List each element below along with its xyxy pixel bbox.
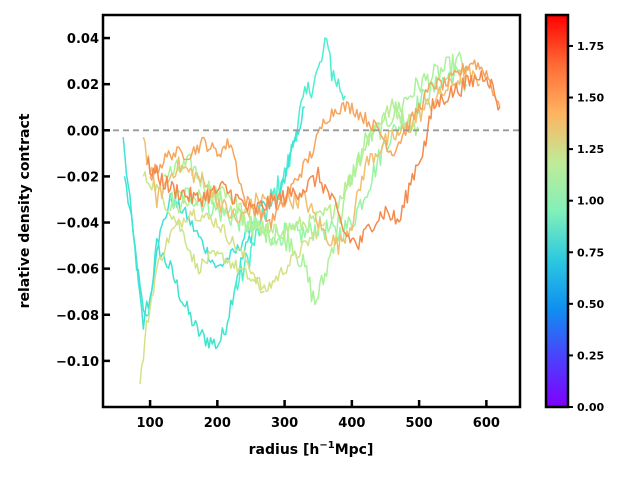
colorbar-tick-label-1: 0.25 [577,349,604,362]
series-line-2 [122,106,305,330]
y-tick-label-5: −0.06 [56,263,99,278]
colorbar-ticks: 0.00 0.25 0.50 0.75 1.00 1.25 1.50 1.75 [568,40,604,414]
x-axis-label-superscript: −1 [319,440,334,451]
colorbar-tick-label-4: 1.00 [577,195,604,208]
plot-frame [101,13,522,409]
x-tick-label-200: 200 [204,416,231,431]
y-tick-label-3: −0.02 [56,170,99,185]
colorbar-tick-label-0: 0.00 [577,401,604,414]
colorbar-tick-label-5: 1.25 [577,143,604,156]
y-tick-label-0: 0.04 [67,32,99,47]
y-tick-label-7: −0.10 [56,355,99,370]
series-line-6 [139,208,326,384]
colorbar-tick-label-6: 1.50 [577,92,604,105]
y-axis-label: relative density contract [17,113,33,308]
x-axis-ticks: 100 200 300 400 500 600 [137,400,500,431]
colorbar-tick-label-2: 0.50 [577,298,604,311]
colorbar-tick-label-7: 1.75 [577,40,604,53]
x-tick-label-400: 400 [338,416,365,431]
series-line-7 [142,171,265,294]
x-axis-label-main: radius [h [249,442,320,458]
series-line-5 [169,98,420,240]
x-axis-label: radius [h−1Mpc] [249,440,374,458]
series-line-1 [233,37,346,292]
x-axis-label-tail: Mpc] [335,442,374,458]
y-axis-ticks: 0.04 0.02 0.00 −0.02 −0.04 −0.06 −0.08 −0.10 [56,32,110,370]
colorbar-tick-label-3: 0.75 [577,246,604,259]
x-tick-label-600: 600 [473,416,500,431]
x-tick-label-100: 100 [137,416,164,431]
y-tick-label-1: 0.02 [67,78,99,93]
series-line-8 [142,66,481,255]
colorbar [544,13,570,409]
y-tick-label-4: −0.04 [56,217,99,232]
series-layer [122,37,501,384]
series-line-3 [169,66,467,247]
y-tick-label-6: −0.08 [56,309,99,324]
x-tick-label-500: 500 [406,416,433,431]
y-tick-label-2: 0.00 [67,124,99,139]
x-tick-label-300: 300 [271,416,298,431]
series-line-4 [162,51,467,306]
series-line-9 [149,59,501,230]
series-line-10 [145,70,501,251]
